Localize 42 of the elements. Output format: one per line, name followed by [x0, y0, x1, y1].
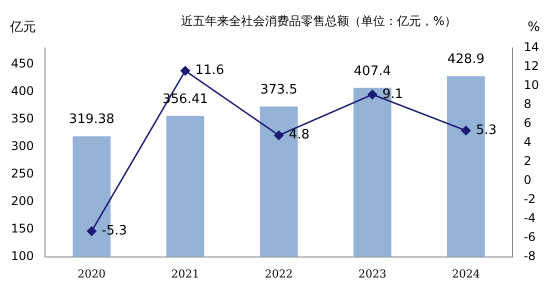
- point: [180, 66, 190, 76]
- y2-tick-label: -8: [524, 248, 536, 263]
- y2-tick-label: -4: [524, 210, 536, 225]
- y2-tick-label: 14: [524, 40, 540, 54]
- x-tick-label: 2020: [78, 267, 106, 280]
- y2-tick-label: 12: [524, 59, 540, 74]
- y-tick-label: 350: [11, 112, 34, 126]
- data-label: 407.4: [354, 64, 391, 79]
- y-tick-label: 150: [11, 221, 34, 236]
- y2-tick-label: -2: [524, 192, 536, 206]
- x-tick-label: 2021: [171, 267, 200, 280]
- y-tick-label: 300: [11, 139, 34, 154]
- y-tick-label: 450: [11, 56, 34, 71]
- y-tick-label: 100: [11, 248, 34, 263]
- y2-tick-label: 2: [524, 154, 532, 168]
- y2-tick-label: 4: [524, 135, 532, 150]
- y-axis-title: 亿元: [9, 20, 36, 35]
- point: [274, 130, 284, 140]
- x-tick-label: 2022: [264, 267, 293, 280]
- y2-tick-label: -6: [524, 230, 536, 244]
- chart-title: 近五年来全社会消费品零售总额（单位：亿元，%）: [181, 14, 457, 28]
- data-label: 4.8: [288, 128, 310, 143]
- point: [368, 90, 378, 100]
- point: [461, 126, 471, 136]
- data-label: -5.3: [102, 224, 128, 239]
- data-label: 5.3: [476, 122, 497, 138]
- data-label: 373.5: [260, 82, 298, 98]
- point: [86, 226, 96, 236]
- x-tick-label: 2023: [358, 267, 386, 280]
- data-label: 9.1: [382, 86, 404, 102]
- x-tick-label: 2024: [452, 267, 480, 280]
- data-label: 428.9: [447, 52, 485, 67]
- y2-tick-label: 10: [524, 78, 540, 92]
- data-label: 11.6: [195, 63, 224, 78]
- data-label: 319.38: [68, 112, 114, 128]
- y2-tick-label: 8: [524, 97, 532, 112]
- y-tick-label: 200: [11, 194, 34, 208]
- y-tick-label: 400: [11, 84, 34, 98]
- y2-axis-title: %: [528, 20, 540, 35]
- y2-tick-label: 6: [524, 116, 532, 130]
- y2-tick-label: 0: [524, 173, 532, 187]
- y-tick-label: 250: [11, 166, 34, 181]
